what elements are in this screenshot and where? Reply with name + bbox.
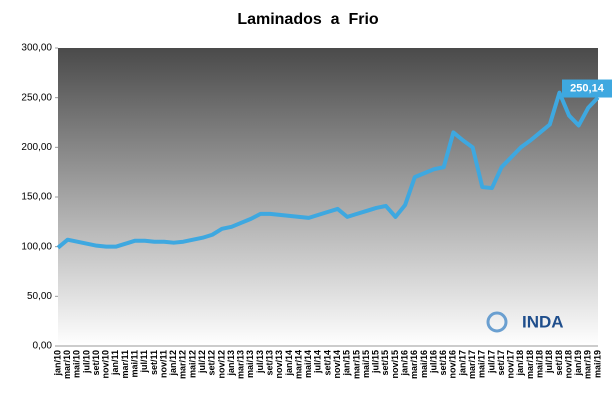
x-tick-label: mar/12 [178, 350, 188, 379]
x-tick-label: jan/19 [573, 350, 583, 377]
x-tick-label: mar/18 [525, 350, 535, 379]
x-tick-label: mai/18 [535, 350, 545, 378]
x-tick-label: nov/15 [390, 350, 400, 379]
logo-text: INDA [522, 312, 564, 331]
x-tick-label: set/16 [438, 350, 448, 376]
x-tick-label: nov/17 [506, 350, 516, 379]
x-tick-label: set/15 [380, 350, 390, 376]
x-tick-label: jan/16 [400, 350, 410, 377]
x-tick-label: jul/10 [81, 350, 91, 374]
x-tick-label: mar/14 [293, 350, 303, 379]
y-tick-label: 0,00 [33, 341, 53, 352]
x-tick-label: jan/11 [110, 350, 120, 376]
x-tick-label: mar/10 [62, 350, 72, 379]
x-tick-label: mar/16 [409, 350, 419, 379]
x-tick-label: mai/17 [477, 350, 487, 378]
x-tick-label: nov/14 [332, 350, 342, 379]
y-tick-label: 150,00 [21, 192, 52, 203]
x-tick-label: set/12 [207, 350, 217, 376]
x-tick-label: set/11 [149, 350, 159, 375]
x-tick-label: jul/17 [486, 350, 496, 374]
x-tick-label: jan/12 [168, 350, 178, 377]
x-tick-label: nov/13 [274, 350, 284, 379]
x-tick-label: nov/10 [101, 350, 111, 379]
x-tick-label: nov/16 [448, 350, 458, 379]
x-tick-label: set/13 [265, 350, 275, 376]
x-tick-label: jul/15 [371, 350, 381, 374]
line [56, 90, 600, 250]
x-tick-label: mai/19 [592, 350, 602, 378]
logo: INDA [486, 311, 564, 333]
x-tick-label: jul/18 [544, 350, 554, 374]
x-tick-label: set/18 [554, 350, 564, 376]
x-tick-label: mai/11 [130, 350, 140, 378]
y-tick-label: 250,00 [21, 92, 52, 103]
y-tick-label: 200,00 [21, 142, 52, 153]
x-tick-label: jul/11 [139, 350, 149, 374]
x-tick-label: mar/19 [583, 350, 593, 379]
logo-icon [486, 311, 508, 333]
x-tick-label: jan/14 [284, 350, 294, 377]
x-tick-label: mar/11 [120, 350, 130, 379]
plot-area [58, 48, 598, 346]
x-tick-label: jan/10 [52, 350, 62, 377]
x-tick-label: jan/18 [515, 350, 525, 377]
x-tick-label: mar/13 [236, 350, 246, 379]
x-tick-label: nov/12 [216, 350, 226, 379]
x-tick-label: mai/13 [245, 350, 255, 378]
x-tick-label: mar/15 [351, 350, 361, 379]
data-label-box [562, 79, 612, 98]
x-tick-label: set/10 [91, 350, 101, 376]
x-tick-label: mai/10 [72, 350, 82, 378]
x-tick-label: mai/16 [419, 350, 429, 378]
chart-title: Laminados a Frio [237, 11, 379, 28]
data-label: 250,14 [570, 82, 605, 94]
x-tick-label: mai/12 [187, 350, 197, 378]
x-tick-label: jan/13 [226, 350, 236, 377]
y-tick-label: 300,00 [21, 43, 52, 54]
x-tick-label: nov/18 [563, 350, 573, 379]
x-tick-label: jul/16 [428, 350, 438, 374]
x-tick-label: nov/11 [158, 350, 168, 378]
x-tick-label: mai/14 [303, 350, 313, 378]
y-tick-label: 50,00 [27, 291, 52, 302]
x-tick-label: jan/15 [342, 350, 352, 377]
x-tick-label: mai/15 [361, 350, 371, 378]
x-tick-label: jul/13 [255, 350, 265, 374]
x-tick-label: mar/17 [467, 350, 477, 379]
x-tick-label: set/17 [496, 350, 506, 376]
y-tick-label: 100,00 [21, 241, 52, 252]
x-tick-label: jul/12 [197, 350, 207, 374]
x-tick-label: jul/14 [313, 350, 323, 374]
x-tick-label: jan/17 [457, 350, 467, 377]
x-tick-label: set/14 [322, 350, 332, 376]
